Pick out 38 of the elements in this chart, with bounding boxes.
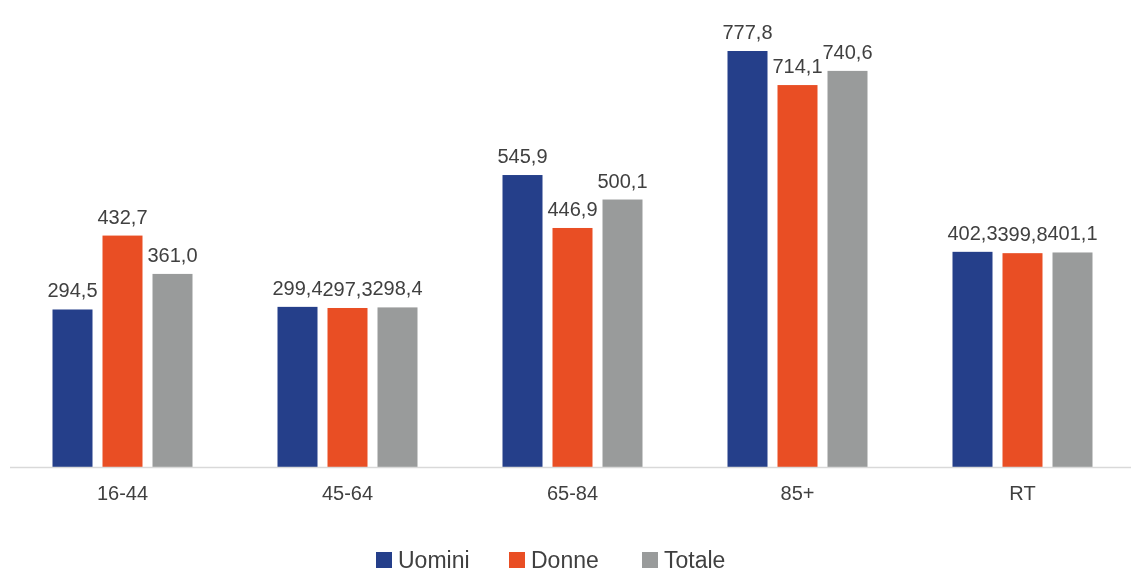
data-label: 401,1 <box>1047 222 1098 245</box>
x-tick-label: RT <box>1009 482 1036 504</box>
x-tick-label: 45-64 <box>321 482 374 504</box>
data-label: 299,4 <box>272 276 323 299</box>
x-tick-label: 16-44 <box>96 482 149 504</box>
data-label: 777,8 <box>722 21 773 43</box>
data-label: 500,1 <box>597 169 648 192</box>
legend-label: Uomini <box>398 547 470 573</box>
bar <box>552 227 593 467</box>
data-label: 361,0 <box>147 243 198 266</box>
bar <box>377 307 418 467</box>
data-label: 446,9 <box>547 197 598 220</box>
bar <box>502 175 543 467</box>
bar <box>602 199 643 467</box>
bar <box>102 235 143 467</box>
bar <box>952 251 993 467</box>
data-label: 432,7 <box>97 205 148 228</box>
legend-label: Totale <box>664 547 726 573</box>
bar <box>1052 252 1093 467</box>
x-tick-label: 65-84 <box>546 482 599 504</box>
x-tick-label: 85+ <box>780 482 815 504</box>
bar <box>827 70 868 467</box>
data-label: 545,9 <box>497 145 548 168</box>
data-label: 714,1 <box>772 55 823 78</box>
bar <box>327 307 368 467</box>
data-label: 294,5 <box>47 279 98 302</box>
bar <box>277 306 318 467</box>
bar <box>777 85 818 467</box>
data-label: 297,3 <box>322 277 373 300</box>
bar <box>1002 253 1043 467</box>
data-label: 298,4 <box>372 277 423 300</box>
bar <box>727 51 768 467</box>
bar <box>152 273 193 467</box>
legend-label: Donne <box>531 547 599 573</box>
data-label: 740,6 <box>822 40 873 63</box>
bar <box>52 309 93 467</box>
data-label: 402,3 <box>947 221 998 244</box>
data-label: 399,8 <box>997 223 1048 246</box>
